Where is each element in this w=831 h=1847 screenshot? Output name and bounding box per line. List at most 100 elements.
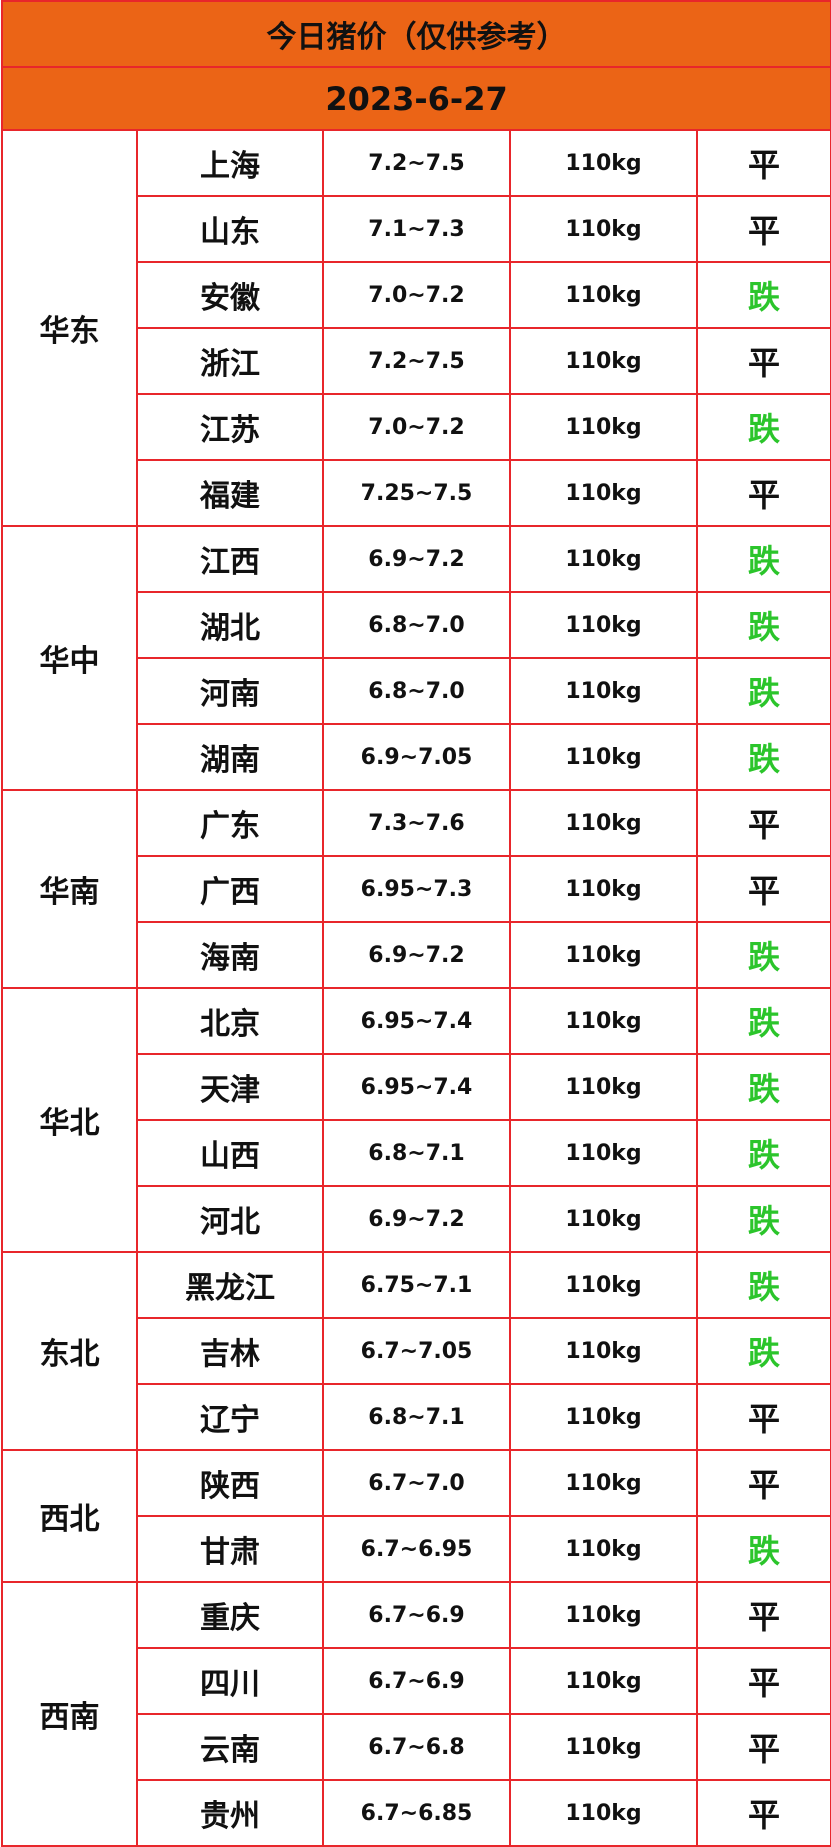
trend: 跌 — [695, 1251, 831, 1319]
province: 山东 — [136, 195, 324, 263]
price: 6.9~7.2 — [322, 921, 511, 989]
weight: 110kg — [509, 1647, 698, 1715]
weight: 110kg — [509, 261, 698, 329]
trend: 跌 — [695, 1053, 831, 1121]
weight: 110kg — [509, 855, 698, 923]
trend: 平 — [695, 1581, 831, 1649]
province: 云南 — [136, 1713, 324, 1781]
price: 7.0~7.2 — [322, 261, 511, 329]
province: 辽宁 — [136, 1383, 324, 1451]
row: 西南 重庆 6.7~6.9 110kg 平 — [1, 1581, 831, 1847]
trend: 平 — [695, 1713, 831, 1781]
province: 吉林 — [136, 1317, 324, 1385]
row: 湖南 6.9~7.05 110kg 跌 — [2, 723, 831, 791]
region: 华北 — [1, 987, 138, 1253]
row: 华中 江西 6.9~7.2 110kg 跌 — [1, 525, 831, 791]
row: 河南 6.8~7.0 110kg 跌 — [2, 657, 831, 725]
province: 广西 — [136, 855, 324, 923]
province: 江西 — [136, 525, 324, 593]
weight: 110kg — [509, 1251, 698, 1319]
weight: 110kg — [509, 1119, 698, 1187]
row: 山东 7.1~7.3 110kg 平 — [2, 195, 831, 263]
weight: 110kg — [509, 723, 698, 791]
weight: 110kg — [509, 195, 698, 263]
trend: 跌 — [695, 723, 831, 791]
province: 北京 — [136, 987, 324, 1055]
weight: 110kg — [509, 1053, 698, 1121]
row: 华北 北京 6.95~7.4 110kg 跌 — [1, 987, 831, 1253]
province: 浙江 — [136, 327, 324, 395]
weight: 110kg — [509, 525, 698, 593]
trend: 跌 — [695, 591, 831, 659]
weight: 110kg — [509, 459, 698, 527]
price: 7.2~7.5 — [322, 327, 511, 395]
price: 6.95~7.4 — [322, 987, 511, 1055]
trend: 平 — [695, 1647, 831, 1715]
row: 华南 广东 7.3~7.6 110kg 平 — [1, 789, 831, 989]
price: 6.8~7.1 — [322, 1383, 511, 1451]
trend: 平 — [695, 1383, 831, 1451]
trend: 跌 — [695, 987, 831, 1055]
trend: 跌 — [695, 393, 831, 461]
date: 2023-6-27 — [0, 66, 831, 131]
trend: 跌 — [695, 1185, 831, 1253]
region: 华东 — [1, 129, 138, 527]
province: 陕西 — [136, 1449, 324, 1517]
weight: 110kg — [509, 591, 698, 659]
weight: 110kg — [509, 657, 698, 725]
province: 黑龙江 — [136, 1251, 324, 1319]
province: 重庆 — [136, 1581, 324, 1649]
weight: 110kg — [509, 1515, 698, 1583]
province: 福建 — [136, 459, 324, 527]
trend: 跌 — [695, 1515, 831, 1583]
price: 6.7~6.95 — [322, 1515, 511, 1583]
region: 西北 — [1, 1449, 138, 1583]
weight: 110kg — [509, 1779, 698, 1847]
province: 河南 — [136, 657, 324, 725]
province: 海南 — [136, 921, 324, 989]
row: 河北 6.9~7.2 110kg 跌 — [2, 1185, 831, 1253]
row: 西北 陕西 6.7~7.0 110kg 平 — [1, 1449, 831, 1583]
price: 7.25~7.5 — [322, 459, 511, 527]
row: 江苏 7.0~7.2 110kg 跌 — [2, 393, 831, 461]
trend: 平 — [695, 855, 831, 923]
weight: 110kg — [509, 921, 698, 989]
province: 广东 — [136, 789, 324, 857]
weight: 110kg — [509, 1449, 698, 1517]
price: 6.7~6.8 — [322, 1713, 511, 1781]
weight: 110kg — [509, 393, 698, 461]
province: 江苏 — [136, 393, 324, 461]
row: 福建 7.25~7.5 110kg 平 — [2, 459, 831, 527]
row: 湖北 6.8~7.0 110kg 跌 — [2, 591, 831, 659]
weight: 110kg — [509, 129, 698, 197]
row: 安徽 7.0~7.2 110kg 跌 — [2, 261, 831, 329]
row: 四川 6.7~6.9 110kg 平 — [2, 1647, 831, 1715]
trend: 平 — [695, 459, 831, 527]
weight: 110kg — [509, 1185, 698, 1253]
province: 山西 — [136, 1119, 324, 1187]
price: 6.8~7.0 — [322, 657, 511, 725]
price: 6.7~7.0 — [322, 1449, 511, 1517]
weight: 110kg — [509, 327, 698, 395]
region: 东北 — [1, 1251, 138, 1451]
date-row: 2023-6-27 — [0, 66, 831, 131]
price: 6.7~6.9 — [322, 1581, 511, 1649]
row: 广西 6.95~7.3 110kg 平 — [2, 855, 831, 923]
row: 辽宁 6.8~7.1 110kg 平 — [2, 1383, 831, 1451]
price: 6.9~7.2 — [322, 1185, 511, 1253]
price: 6.7~6.85 — [322, 1779, 511, 1847]
price: 6.75~7.1 — [322, 1251, 511, 1319]
row: 东北 黑龙江 6.75~7.1 110kg 跌 — [1, 1251, 831, 1451]
row: 贵州 6.7~6.85 110kg 平 — [2, 1779, 831, 1847]
price: 6.95~7.4 — [322, 1053, 511, 1121]
trend: 跌 — [695, 525, 831, 593]
price: 6.9~7.2 — [322, 525, 511, 593]
row: 云南 6.7~6.8 110kg 平 — [2, 1713, 831, 1781]
row: 天津 6.95~7.4 110kg 跌 — [2, 1053, 831, 1121]
price: 7.2~7.5 — [322, 129, 511, 197]
row: 山西 6.8~7.1 110kg 跌 — [2, 1119, 831, 1187]
trend: 平 — [695, 789, 831, 857]
weight: 110kg — [509, 1317, 698, 1385]
